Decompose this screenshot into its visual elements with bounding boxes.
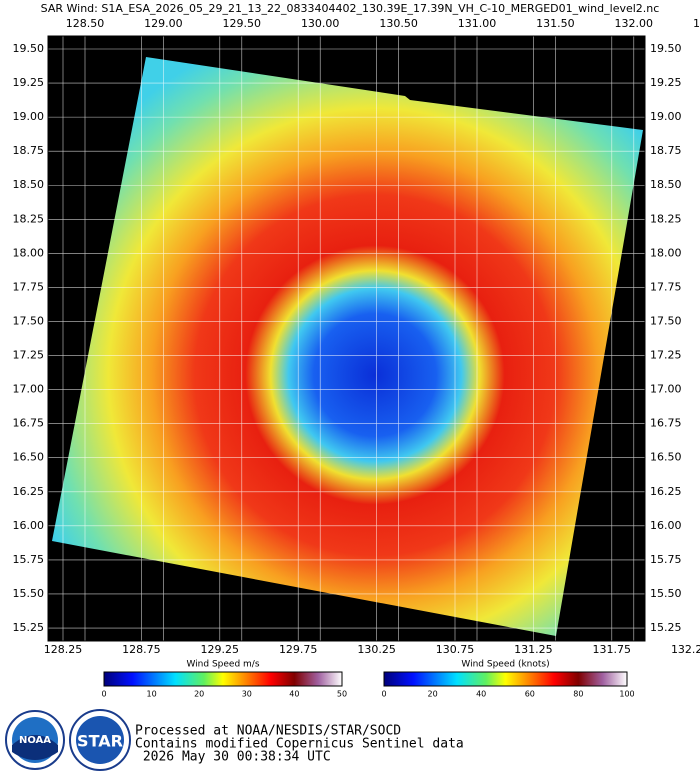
colorbar-tick-label: 80	[573, 690, 583, 699]
lat-label-left: 16.00	[13, 519, 45, 532]
colorbar-tick-label: 50	[337, 690, 347, 699]
lat-label-left: 19.50	[13, 42, 45, 55]
lat-label-right: 19.00	[650, 110, 682, 123]
colorbar-title: Wind Speed (knots)	[461, 660, 549, 670]
colorbar-tick-label: 20	[194, 690, 204, 699]
lat-label-right: 19.25	[650, 76, 682, 89]
grid	[48, 36, 645, 641]
lat-label-left: 17.00	[13, 383, 45, 396]
star-logo	[69, 709, 131, 771]
bottom-lon-label: 131.25	[514, 643, 553, 656]
lat-label-right: 15.50	[650, 587, 682, 600]
bottom-lon-label: 129.25	[201, 643, 240, 656]
lat-label-right: 17.50	[650, 314, 682, 327]
lat-label-left: 15.50	[13, 587, 45, 600]
lat-label-right: 16.25	[650, 485, 682, 498]
colorbar-ms	[103, 671, 343, 687]
lat-label-right: 18.50	[650, 178, 682, 191]
lat-label-left: 18.00	[13, 246, 45, 259]
lat-label-right: 18.25	[650, 212, 682, 225]
bottom-lon-label: 129.75	[279, 643, 318, 656]
colorbar-title: Wind Speed m/s	[186, 660, 259, 670]
colorbar-knots	[383, 671, 628, 687]
top-lon-label: 130.50	[379, 17, 418, 30]
top-lon-label: 131.00	[458, 17, 497, 30]
colorbar-tick-label: 100	[619, 690, 634, 699]
lat-label-right: 19.50	[650, 42, 682, 55]
footer-line: 2026 May 30 00:38:34 UTC	[135, 750, 331, 765]
footer-line: Contains modified Copernicus Sentinel da…	[135, 737, 464, 752]
top-lon-label: 129.00	[144, 17, 183, 30]
lat-label-right: 16.50	[650, 451, 682, 464]
noaa-logo-text: NOAA	[19, 735, 51, 746]
colorbar-tick-label: 0	[101, 690, 106, 699]
lat-label-right: 15.75	[650, 553, 682, 566]
lat-label-right: 16.75	[650, 417, 682, 430]
lat-label-right: 17.00	[650, 383, 682, 396]
lat-label-left: 19.00	[13, 110, 45, 123]
lat-label-right: 15.25	[650, 621, 682, 634]
lat-label-left: 17.50	[13, 314, 45, 327]
lat-label-left: 15.75	[13, 553, 45, 566]
footer-line: Processed at NOAA/NESDIS/STAR/SOCD	[135, 724, 401, 739]
lat-label-left: 16.75	[13, 417, 45, 430]
bottom-lon-label: 128.75	[122, 643, 161, 656]
lat-label-right: 18.00	[650, 246, 682, 259]
lat-label-left: 16.50	[13, 451, 45, 464]
top-lon-label: 131.50	[536, 17, 575, 30]
lat-label-right: 18.75	[650, 144, 682, 157]
lat-label-left: 17.75	[13, 280, 45, 293]
colorbar-tick-label: 10	[147, 690, 157, 699]
colorbar-tick-label: 40	[289, 690, 299, 699]
lat-label-left: 15.25	[13, 621, 45, 634]
star-logo-text: STAR	[77, 732, 123, 751]
colorbar-tick-label: 60	[525, 690, 535, 699]
bottom-lon-label: 128.25	[44, 643, 83, 656]
lat-label-right: 17.75	[650, 280, 682, 293]
lat-label-left: 17.25	[13, 349, 45, 362]
noaa-logo	[5, 710, 65, 770]
bottom-lon-label: 130.75	[436, 643, 475, 656]
lat-label-left: 18.25	[13, 212, 45, 225]
lat-label-left: 16.25	[13, 485, 45, 498]
bottom-lon-label: 132.25	[671, 643, 700, 656]
colorbar-tick-label: 40	[476, 690, 486, 699]
top-lon-label: 129.50	[223, 17, 262, 30]
title: SAR Wind: S1A_ESA_2026_05_29_21_13_22_08…	[41, 2, 660, 15]
wind-swath	[52, 57, 643, 636]
map-frame	[47, 35, 646, 642]
top-lon-label: 132.50	[693, 17, 700, 30]
bottom-lon-label: 131.75	[593, 643, 632, 656]
top-lon-label: 128.50	[66, 17, 105, 30]
colorbar-tick-label: 20	[428, 690, 438, 699]
lat-label-left: 19.25	[13, 76, 45, 89]
colorbar-tick-label: 30	[242, 690, 252, 699]
lat-label-left: 18.50	[13, 178, 45, 191]
top-lon-label: 132.00	[615, 17, 654, 30]
bottom-lon-label: 130.25	[357, 643, 396, 656]
lat-label-left: 18.75	[13, 144, 45, 157]
top-lon-label: 130.00	[301, 17, 340, 30]
lat-label-right: 17.25	[650, 349, 682, 362]
lat-label-right: 16.00	[650, 519, 682, 532]
colorbar-tick-label: 0	[381, 690, 386, 699]
